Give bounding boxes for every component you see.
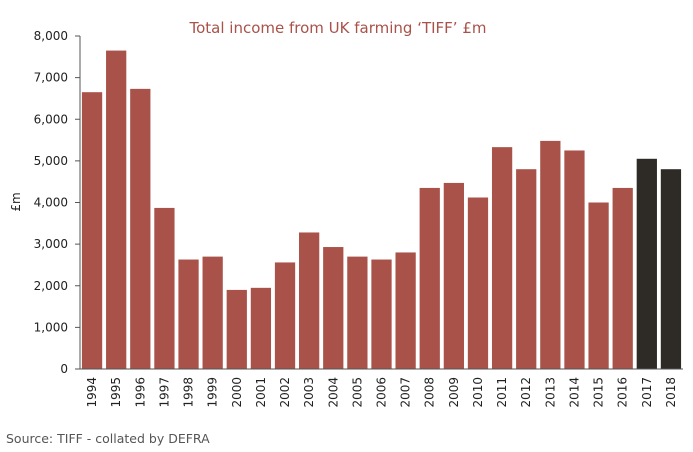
x-tick-label: 1995 — [109, 377, 123, 408]
x-tick-label: 2016 — [616, 377, 630, 408]
bar-2000 — [226, 289, 247, 369]
bar-2001 — [250, 287, 272, 369]
x-tick-label: 1996 — [133, 377, 147, 408]
x-tick-label: 2015 — [592, 377, 606, 408]
x-tick-label: 2017 — [640, 377, 654, 408]
x-tick-label: 2006 — [375, 377, 389, 408]
x-tick-label: 2000 — [230, 377, 244, 408]
bar-1998 — [178, 259, 199, 369]
bar-2002 — [274, 262, 296, 369]
bar-2011 — [491, 147, 513, 369]
x-tick-label: 2001 — [254, 377, 268, 408]
bar-chart: Total income from UK farming ‘TIFF’ £m £… — [9, 19, 683, 408]
x-tick-label: 2008 — [423, 377, 437, 408]
y-tick-label: 0 — [60, 362, 68, 376]
source-note: Source: TIFF - collated by DEFRA — [6, 431, 210, 446]
y-tick-label: 5,000 — [34, 154, 68, 168]
x-tick-label: 1997 — [157, 377, 171, 408]
x-tick-label: 1998 — [182, 377, 196, 408]
bar-1999 — [202, 256, 223, 369]
x-tick-label: 1994 — [85, 377, 99, 408]
bar-2005 — [347, 256, 368, 369]
y-tick-label: 7,000 — [34, 71, 68, 85]
x-tick-label: 2009 — [447, 377, 461, 408]
bar-1994 — [81, 92, 103, 369]
x-axis-ticks: 1994 1995 1996 1997 1998 1999 2000 2001 2002 2003… — [85, 377, 678, 408]
y-tick-label: 3,000 — [34, 237, 68, 251]
bar-2007 — [395, 252, 416, 369]
bar-2008 — [419, 187, 440, 369]
bars — [81, 50, 682, 370]
x-tick-label: 2013 — [543, 377, 557, 408]
x-tick-label: 2010 — [471, 377, 485, 408]
bar-1996 — [130, 88, 151, 370]
x-tick-label: 2014 — [567, 377, 581, 408]
y-axis-label: £m — [9, 192, 23, 211]
x-tick-label: 2003 — [302, 377, 316, 408]
x-tick-label: 2007 — [399, 377, 413, 408]
bar-1997 — [154, 207, 175, 369]
bar-1995 — [106, 50, 127, 369]
x-tick-label: 1999 — [206, 377, 220, 408]
y-tick-label: 6,000 — [34, 112, 68, 126]
x-tick-label: 2012 — [519, 377, 533, 408]
bar-2015 — [588, 202, 609, 369]
bar-2010 — [467, 197, 489, 369]
bar-2013 — [540, 140, 561, 369]
bar-2003 — [299, 232, 320, 369]
bar-2006 — [371, 259, 392, 369]
x-tick-label: 2002 — [278, 377, 292, 408]
bar-2004 — [323, 247, 344, 369]
y-tick-label: 4,000 — [34, 196, 68, 210]
bar-2016 — [612, 187, 633, 369]
bar-2009 — [443, 182, 464, 369]
bar-2017 — [636, 158, 657, 369]
x-tick-label: 2005 — [350, 377, 364, 408]
x-tick-label: 2004 — [326, 377, 340, 408]
bar-2012 — [516, 169, 537, 369]
y-tick-label: 2,000 — [34, 279, 68, 293]
x-tick-label: 2011 — [495, 377, 509, 408]
bar-2018 — [660, 169, 682, 369]
y-tick-label: 8,000 — [34, 29, 68, 43]
x-tick-label: 2018 — [664, 377, 678, 408]
y-axis-ticks: 0 1,000 2,000 3,000 4,000 5,000 6,000 7,000 8,00… — [34, 29, 80, 376]
y-tick-label: 1,000 — [34, 320, 68, 334]
bar-2014 — [564, 150, 585, 369]
chart-title: Total income from UK farming ‘TIFF’ £m — [188, 19, 486, 37]
axes — [79, 36, 683, 370]
